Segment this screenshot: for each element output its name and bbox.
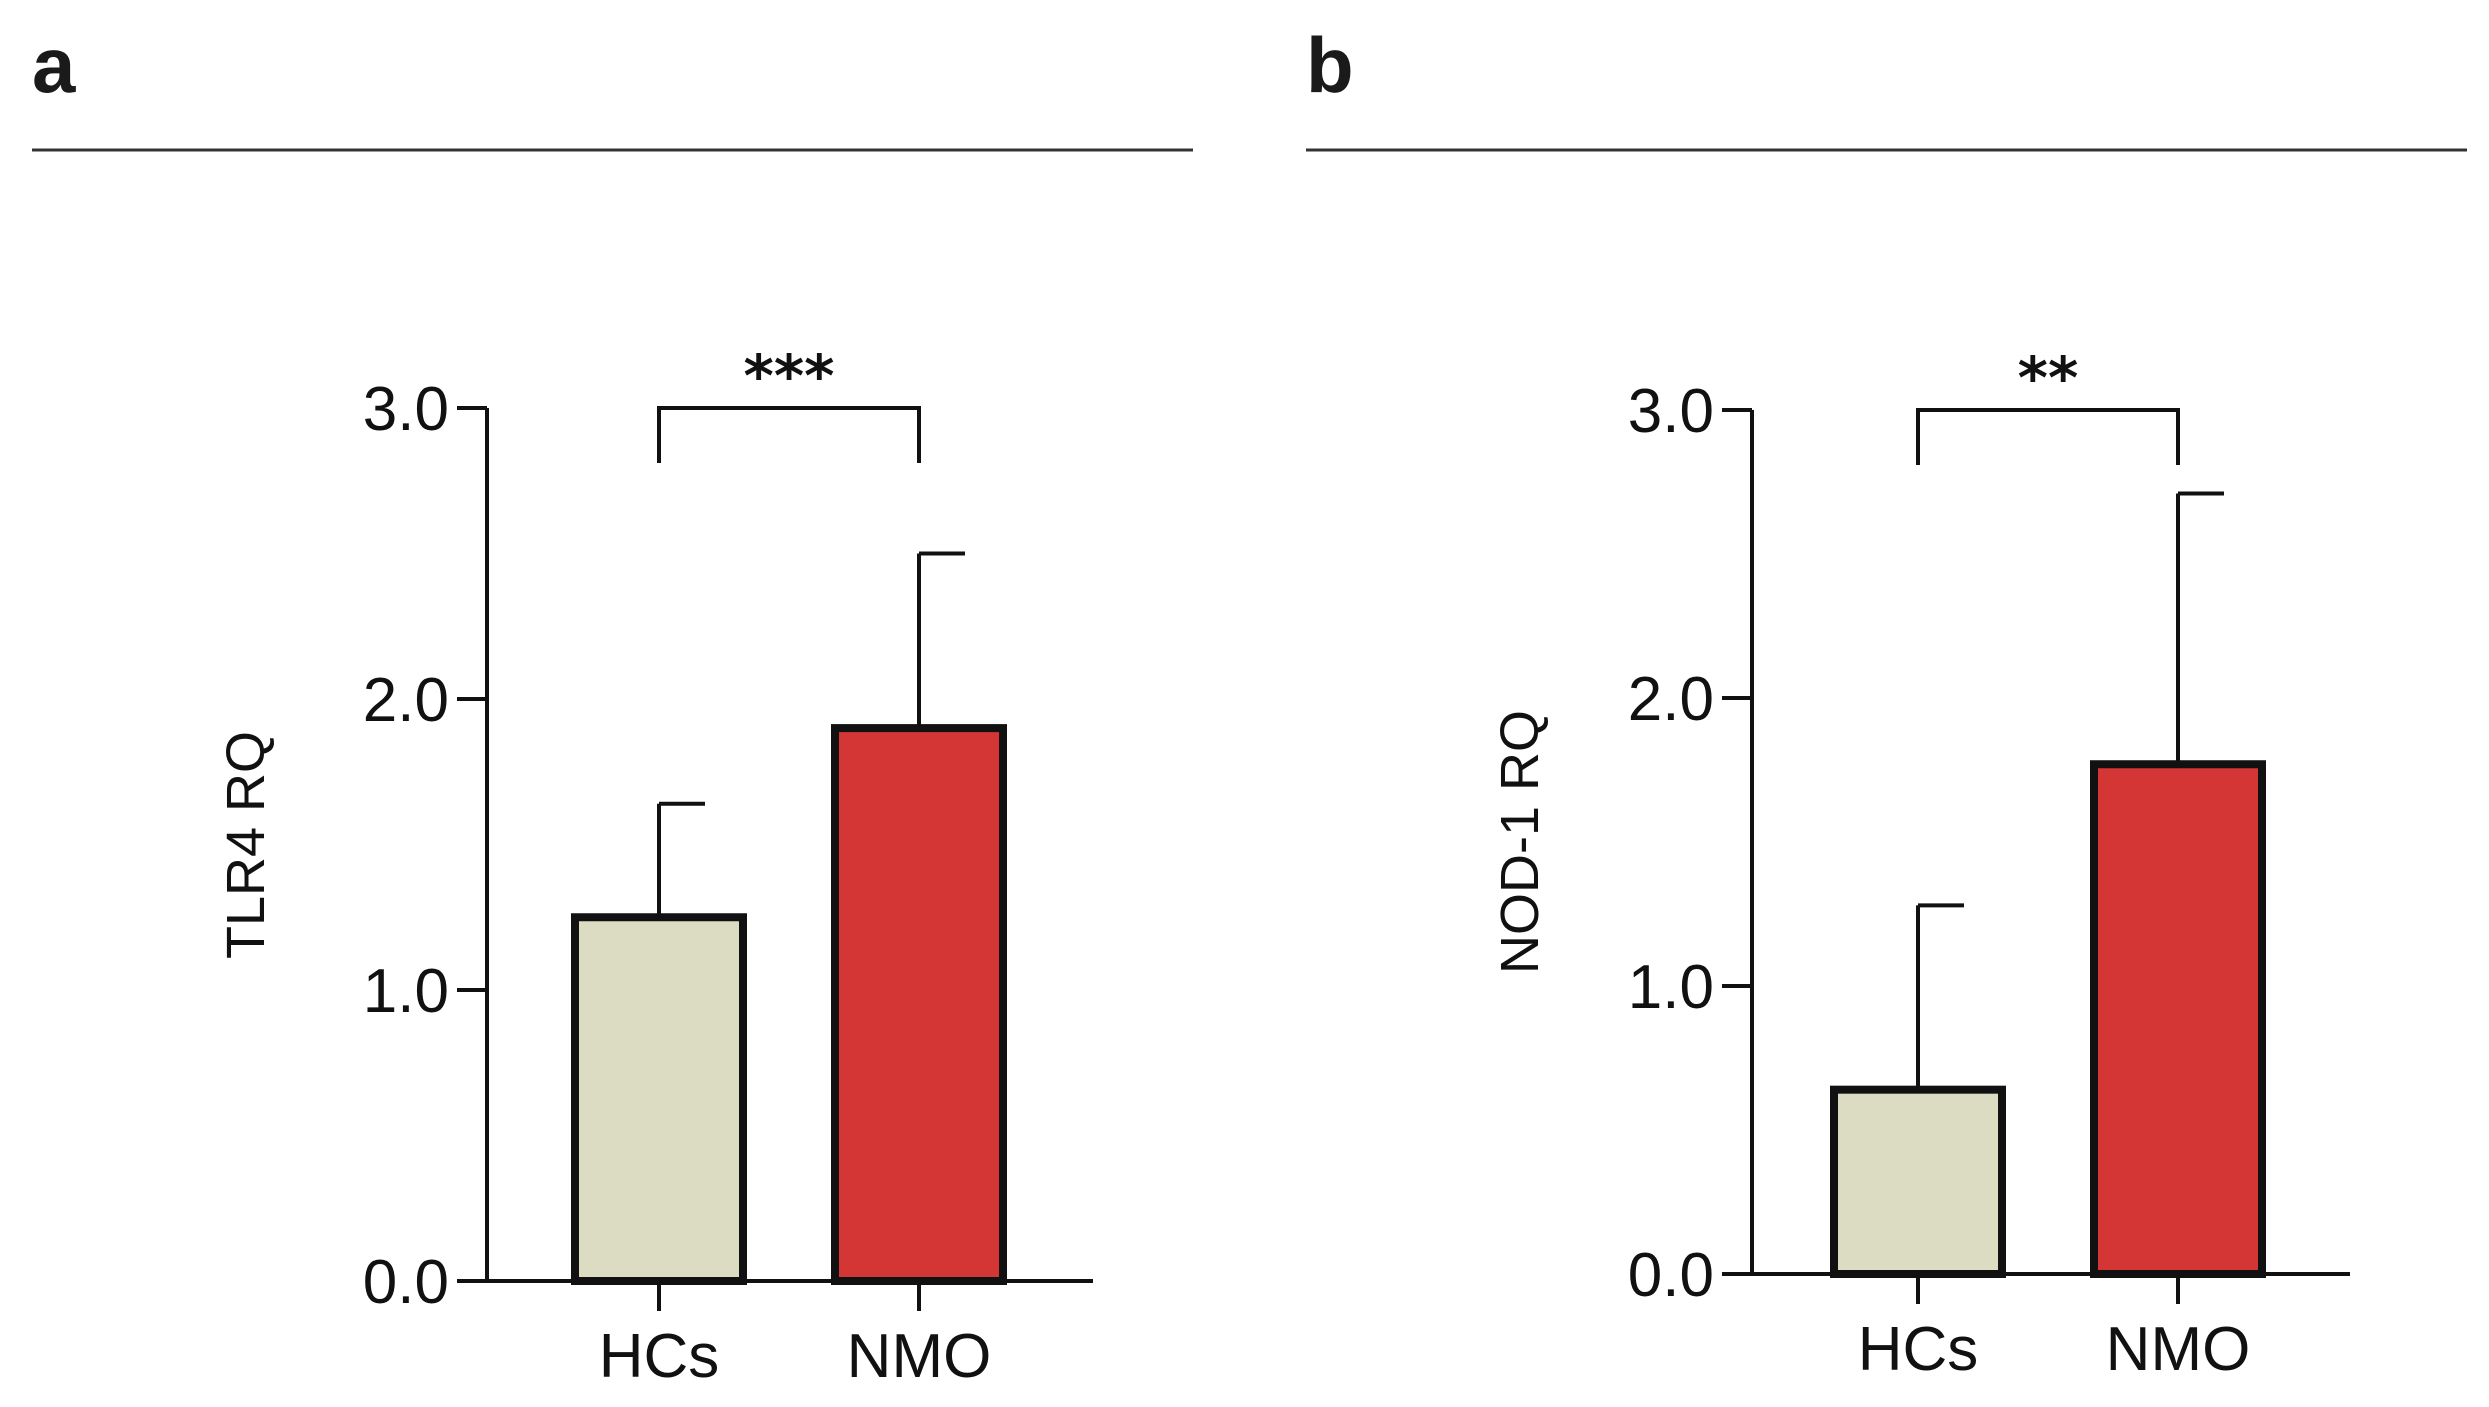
panel-b-header: b [1306,21,2467,152]
panel-b-bar-hcs [1830,1085,2006,1279]
panel-a-x-tick-label-nmo: NMO [847,1322,992,1391]
panel-b-y-tick-label: 1.0 [1628,953,1714,1022]
panel-a-header: a [32,21,1193,152]
panel-b-y-tick-label: 0.0 [1628,1241,1714,1310]
panel-letter-a: a [32,21,76,109]
panel-b-x-tick-label-nmo: NMO [2106,1315,2251,1384]
panel-b-significance-label: ** [2018,344,2079,412]
panel-a-y-tick-label: 0.0 [363,1248,449,1317]
panel-letter-b: b [1306,21,1354,109]
panel-a-y-tick-label: 3.0 [363,375,449,444]
panel-b-y-axis-label: NOD-1 RQ [1490,710,1550,974]
panel-a-bar-hcs [571,913,747,1285]
chart-a-tlr4: 0.0 1.0 2.0 3.0 TLR4 RQ HCs NMO *** [216,342,1093,1391]
panel-a-y-tick-label: 2.0 [363,666,449,735]
panel-a-significance-bracket [657,406,921,463]
panel-b-y-tick-label: 2.0 [1628,665,1714,734]
panel-a-significance-label: *** [744,342,835,410]
panel-a-y-tick-label: 1.0 [363,957,449,1026]
panel-b-x-tick-label-hcs: HCs [1858,1315,1979,1384]
panel-a-y-axis-label: TLR4 RQ [216,731,276,959]
panel-b-significance-bracket [1916,408,2180,465]
panel-b-y-tick-label: 3.0 [1628,377,1714,446]
panel-b-bar-nmo [2090,760,2266,1278]
chart-b-nod1: 0.0 1.0 2.0 3.0 NOD-1 RQ HCs NMO ** [1490,344,2350,1384]
panel-a-x-tick-label-hcs: HCs [599,1322,720,1391]
panel-a-bar-nmo [831,724,1007,1285]
